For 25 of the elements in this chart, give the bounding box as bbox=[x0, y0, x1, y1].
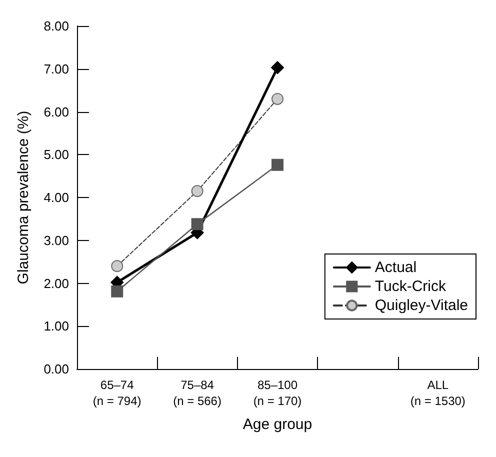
y-tick-label: 5.00 bbox=[44, 147, 69, 162]
point bbox=[191, 218, 204, 230]
point bbox=[111, 260, 124, 272]
x-axis-title: Age group bbox=[242, 416, 312, 433]
y-axis-title: Glaucoma prevalence (%) bbox=[15, 110, 32, 284]
legend-label: Actual bbox=[374, 259, 417, 276]
point bbox=[191, 185, 204, 198]
x-tick-label: 75–84 (n = 566) bbox=[173, 378, 222, 408]
legend-label: Quigley-Vitale bbox=[374, 297, 468, 314]
legend-label: Tuck-Crick bbox=[374, 278, 446, 295]
y-tick-label: 2.00 bbox=[44, 276, 69, 291]
y-tick-label: 8.00 bbox=[44, 18, 69, 34]
x-tick-label: 65–74 (n = 794) bbox=[92, 378, 142, 408]
y-tick-label: 0.00 bbox=[44, 362, 69, 376]
y-tick-label: 3.00 bbox=[44, 232, 69, 248]
x-tick-label: 85–100 (n = 170) bbox=[253, 378, 302, 408]
point bbox=[271, 61, 284, 74]
x-tick-label: ALL (n = 1530) bbox=[410, 378, 466, 408]
y-tick-label: 4.00 bbox=[44, 190, 69, 205]
point bbox=[272, 92, 284, 105]
y-tick-label: 6.00 bbox=[44, 104, 69, 120]
y-tick-label: 7.00 bbox=[44, 61, 69, 76]
point bbox=[272, 158, 284, 171]
y-tick-label: 1.00 bbox=[44, 318, 69, 334]
point bbox=[111, 285, 124, 298]
